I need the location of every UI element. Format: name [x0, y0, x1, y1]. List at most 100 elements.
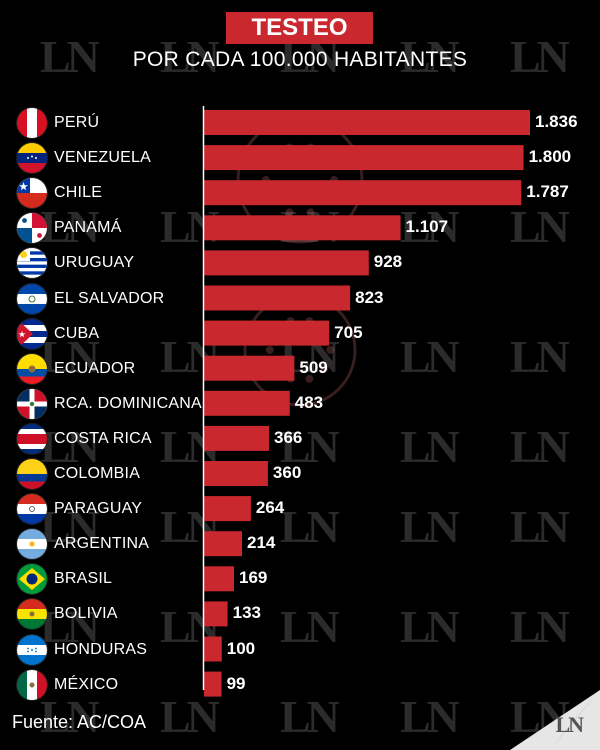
ln-watermark: LN	[40, 201, 100, 252]
colombia-flag-icon	[17, 459, 47, 489]
country-label: CHILE	[54, 184, 103, 202]
value-label: 169	[239, 568, 268, 588]
value-label: 483	[294, 392, 324, 412]
bar-15	[204, 636, 222, 662]
ln-watermark: LN	[510, 501, 570, 552]
ln-watermark: LN	[280, 501, 340, 552]
bar-11	[204, 496, 251, 522]
country-label: ECUADOR	[54, 359, 136, 377]
bar-14	[204, 601, 228, 627]
country-label: URUGUAY	[54, 254, 135, 272]
ln-watermark: LN	[400, 421, 460, 472]
ln-watermark: LN	[400, 601, 460, 652]
ln-watermark: LN	[160, 691, 220, 742]
ln-watermark: LN	[280, 691, 340, 742]
ln-watermark: LN	[280, 421, 340, 472]
ln-watermark: LN	[40, 501, 100, 552]
ln-watermark: LN	[40, 31, 100, 82]
bar-4	[204, 250, 369, 276]
bar-1	[204, 145, 524, 171]
value-label: 214	[246, 533, 276, 553]
bar-9	[204, 425, 269, 451]
country-label: RCA. DOMINICANA	[54, 394, 202, 412]
ln-watermark: LN	[510, 201, 570, 252]
value-label: 509	[299, 357, 328, 377]
country-label: PERÚ	[54, 114, 100, 131]
ln-watermark: LN	[510, 421, 570, 472]
country-label: PARAGUAY	[54, 500, 143, 518]
ln-watermark: LN	[40, 601, 100, 652]
uruguay-flag-icon	[17, 248, 47, 279]
value-label: 1.836	[535, 112, 578, 131]
ln-watermark: LN	[40, 691, 100, 742]
ln-watermark: LN	[40, 331, 100, 382]
value-label: 99	[226, 673, 246, 693]
dominican-republic-flag-icon	[17, 388, 47, 419]
source-note: Fuente: AC/COA	[12, 712, 147, 732]
chile-flag-icon	[17, 178, 47, 209]
bolivia-flag-icon	[17, 599, 47, 630]
bar-13	[204, 566, 235, 592]
page-curl-icon	[510, 690, 600, 750]
value-label: 928	[373, 252, 403, 272]
bar-8	[204, 390, 290, 416]
bar-10	[204, 461, 268, 486]
country-label: COLOMBIA	[54, 465, 141, 482]
chart-subtitle: POR CADA 100.000 HABITANTES	[132, 48, 468, 71]
value-label: 366	[273, 427, 303, 447]
value-label: 360	[272, 463, 302, 482]
brazil-flag-icon	[17, 564, 47, 595]
country-label: BOLIVIA	[54, 605, 118, 623]
country-label: HONDURAS	[54, 640, 148, 658]
argentina-flag-icon	[17, 529, 47, 560]
country-label: PANAMÁ	[54, 219, 122, 237]
value-label: 264	[255, 498, 285, 518]
bar-0	[204, 110, 530, 135]
bar-3	[204, 215, 401, 241]
ln-watermark: LN	[280, 601, 340, 652]
ln-watermark: LN	[510, 601, 570, 652]
bar-2	[204, 180, 522, 206]
ln-watermark: LN	[400, 691, 460, 742]
bar-16	[204, 671, 222, 697]
value-label: 100	[226, 638, 256, 658]
country-label: CUBA	[54, 324, 100, 342]
country-label: COSTA RICA	[54, 429, 152, 447]
country-label: EL SALVADOR	[54, 289, 165, 307]
paraguay-flag-icon	[17, 494, 47, 525]
value-label: 1.800	[528, 147, 572, 167]
ln-watermark: LN	[400, 501, 460, 552]
venezuela-flag-icon	[17, 143, 47, 174]
chart-title: TESTEO	[226, 12, 373, 44]
ecuador-flag-icon	[17, 353, 47, 384]
country-label: BRASIL	[54, 570, 113, 588]
ln-watermark: LN	[400, 331, 460, 382]
honduras-flag-icon	[17, 634, 47, 665]
country-label: VENEZUELA	[54, 149, 151, 167]
mexico-flag-icon	[17, 669, 47, 700]
bar-12	[204, 531, 242, 557]
ln-watermark: LN	[400, 31, 460, 82]
cuba-flag-icon	[17, 318, 47, 349]
la-nacion-logo: LN	[555, 712, 584, 737]
country-label: MÉXICO	[54, 675, 119, 693]
ln-watermark: LN	[160, 31, 220, 82]
value-label: 133	[232, 603, 261, 623]
bar-6	[204, 320, 330, 346]
bar-7	[204, 355, 295, 381]
ln-watermark: LN	[510, 31, 570, 82]
value-label: 823	[355, 287, 384, 307]
bar-5	[204, 285, 351, 311]
ln-watermark: LN	[510, 331, 570, 382]
country-label: ARGENTINA	[54, 535, 150, 553]
value-label: 1.787	[526, 182, 569, 202]
ln-watermark: LN	[400, 201, 460, 252]
ln-watermark: LN	[40, 421, 100, 472]
value-label: 1.107	[405, 217, 449, 237]
peru-flag-icon	[17, 108, 47, 138]
value-label: 705	[334, 322, 363, 342]
el-salvador-flag-icon	[17, 283, 47, 314]
costa-rica-flag-icon	[17, 423, 47, 454]
